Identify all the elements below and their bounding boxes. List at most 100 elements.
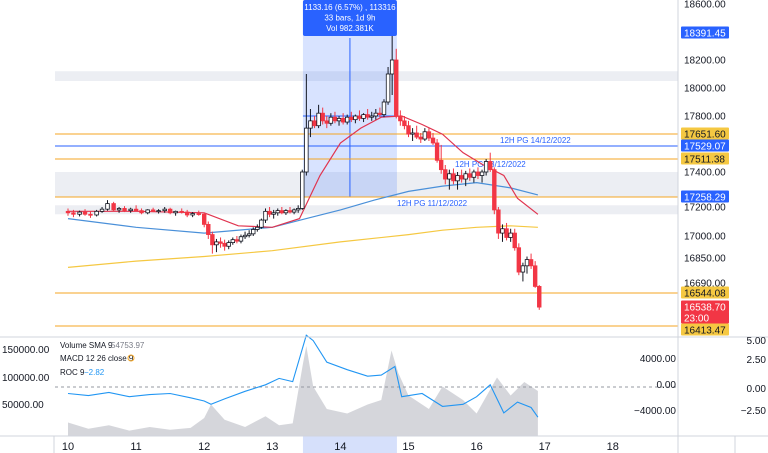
price-tick-6: 17000.00: [684, 232, 726, 243]
candle-body-17: [162, 208, 167, 212]
candle-body-40: [267, 210, 272, 215]
candle-body-58: [340, 118, 346, 123]
badge-text-0: 18391.45: [684, 29, 726, 40]
badge-4: [681, 190, 729, 203]
candles: [65, 33, 542, 310]
candle-body-28: [218, 241, 223, 244]
candle-body-16: [156, 210, 161, 213]
time-tick-12: 12: [198, 441, 210, 453]
candle-body-66: [373, 112, 379, 117]
candle-body-34: [242, 234, 248, 238]
candle-body-71: [394, 59, 399, 117]
candle-body-50: [308, 120, 313, 129]
candle-body-37: [255, 226, 260, 230]
candle-body-30: [226, 242, 231, 247]
badge-7: [681, 311, 729, 324]
candle-body-27: [214, 241, 219, 246]
candle-body-10: [122, 208, 127, 212]
macd-label: MACD 12 26 close 9: [60, 354, 134, 363]
badge-8: [681, 323, 729, 336]
measure-selection[interactable]: [302, 30, 397, 453]
candle-body-82: [438, 159, 444, 171]
candle-body-89: [467, 173, 472, 178]
candle-body-96: [496, 209, 501, 234]
price-axis-bg: [678, 0, 768, 453]
candle-body-6: [99, 208, 105, 212]
candle-body-33: [238, 236, 244, 242]
candle-body-106: [537, 286, 542, 308]
candle-body-74: [406, 125, 411, 135]
candle-body-39: [263, 210, 268, 221]
time-tick-15: 15: [402, 441, 414, 453]
selection-tooltip: 1133.16 (6.57%) , 113316 33 bars, 1d 9hVo…: [302, 0, 397, 36]
time-tick-11: 11: [130, 441, 141, 453]
candle-body-31: [230, 239, 236, 244]
tooltip-box: [302, 0, 397, 36]
macd-tick-2: −4000.00: [634, 406, 676, 417]
candle-body-21: [184, 211, 190, 216]
candle-body-77: [418, 136, 423, 140]
candle-body-101: [516, 247, 522, 273]
time-tick-10: 10: [62, 441, 74, 453]
candle-body-32: [234, 239, 240, 242]
ma-blue-line: [67, 181, 539, 234]
candle-body-73: [402, 120, 407, 127]
candle-body-79: [426, 131, 432, 139]
time-selection-highlight: [302, 436, 397, 453]
candle-body-44: [283, 210, 289, 214]
badge-text-1: 17651.60: [684, 130, 726, 141]
candle-body-42: [275, 210, 280, 214]
candle-body-92: [479, 171, 485, 176]
price-tick-2: 18000.00: [684, 84, 726, 95]
price-tick-3: 17800.00: [684, 112, 726, 123]
roc-tick-2: 0.00: [747, 384, 767, 395]
candle-body-88: [463, 173, 468, 180]
price-tick-8: 16690.00: [684, 279, 726, 290]
zone-2: [55, 205, 678, 215]
candle-body-99: [508, 232, 513, 238]
badge-2: [681, 139, 729, 152]
time-tick-18: 18: [607, 441, 619, 453]
badge-3: [681, 152, 729, 165]
roc-value: −2.82: [84, 368, 105, 377]
candle-body-80: [430, 137, 436, 144]
candle-body-20: [179, 210, 184, 213]
candle-body-54: [324, 120, 329, 124]
badge-1: [681, 127, 729, 140]
candle-body-15: [150, 209, 156, 212]
level-label-0: 12H PG 14/12/2022: [500, 136, 571, 145]
level-label-3: 12H PG 11/12/2022: [397, 199, 468, 208]
candle-body-76: [414, 132, 419, 138]
candle-body-85: [451, 173, 456, 182]
candle-body-78: [422, 131, 428, 140]
candle-body-5: [94, 210, 99, 216]
roc-tick-1: 2.50: [747, 355, 767, 366]
candle-body-72: [398, 115, 403, 122]
candle-body-18: [167, 208, 173, 214]
candle-body-47: [295, 208, 301, 211]
zone-0: [55, 71, 678, 81]
badge-5: [681, 286, 729, 299]
candle-body-19: [173, 210, 178, 214]
macd-tick-1: 0.00: [657, 380, 677, 391]
candle-body-38: [259, 219, 264, 228]
candle-body-24: [201, 213, 207, 225]
candle-body-36: [251, 229, 256, 235]
candle-body-81: [434, 142, 440, 161]
candle-body-25: [206, 223, 211, 235]
time-tick-14: 14: [334, 441, 346, 453]
zone-1: [55, 172, 678, 198]
time-tick-13: 13: [266, 441, 278, 453]
ma-yellow-line: [67, 225, 538, 268]
candle-body-95: [492, 169, 497, 211]
badge-text-5: 16544.08: [684, 289, 726, 300]
price-tick-7: 16850.00: [684, 254, 726, 265]
candle-body-87: [459, 175, 464, 180]
badge-text-7: 23:00: [684, 314, 709, 325]
candle-body-102: [520, 265, 526, 273]
tooltip-line-1: 1133.16 (6.57%) , 113316: [304, 3, 396, 12]
price-tick-0: 18600.00: [684, 0, 726, 11]
candle-body-59: [345, 116, 350, 123]
